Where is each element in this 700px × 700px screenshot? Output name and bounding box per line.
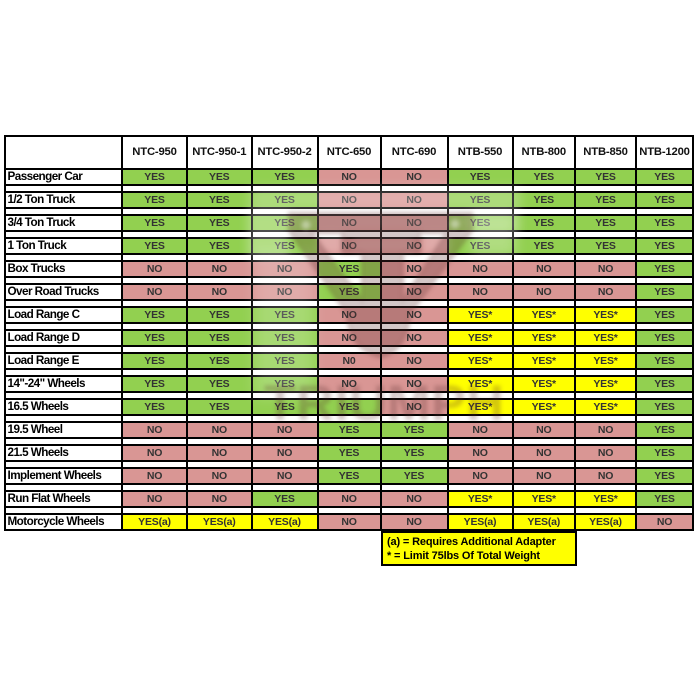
svg-text:TRIUMPH: TRIUMPH: [264, 375, 504, 431]
